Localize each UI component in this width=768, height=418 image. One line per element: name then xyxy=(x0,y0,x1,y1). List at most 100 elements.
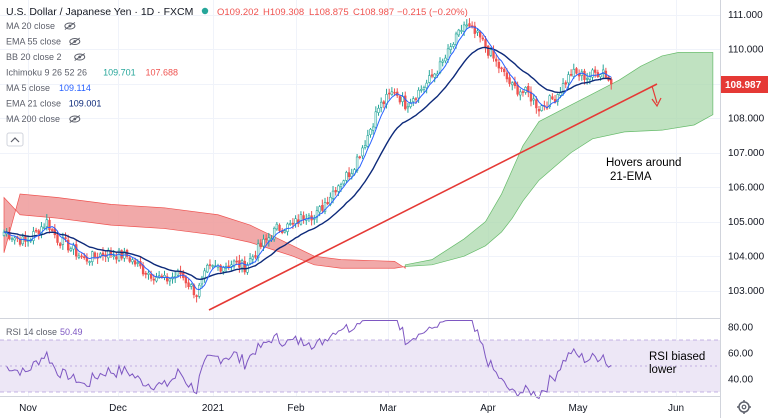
candle xyxy=(494,58,498,62)
legend-label: BB 20 close 2 xyxy=(6,52,62,62)
candle xyxy=(585,78,589,80)
candle xyxy=(259,242,262,248)
eye-outline xyxy=(74,53,86,61)
indicator-legend: MA 20 close EMA 55 close BB 20 close 2 Ichi… xyxy=(6,21,178,124)
symbol-title[interactable]: U.S. Dollar / Japanese Yen · 1D · FXCM xyxy=(6,6,193,18)
candle xyxy=(593,69,597,73)
candle xyxy=(428,75,431,83)
candle xyxy=(115,256,118,260)
legend-value: 109.701 xyxy=(103,68,136,78)
candle xyxy=(382,101,386,105)
legend-label: MA 5 close xyxy=(6,83,50,93)
price-tick-label: 111.000 xyxy=(728,10,763,21)
time-axis[interactable]: Nov Dec 2021 Feb Mar Apr May Jun xyxy=(19,403,684,414)
candle xyxy=(476,30,479,33)
candle xyxy=(452,44,455,47)
legend-row-ema21[interactable]: EMA 21 close 109.001 xyxy=(6,99,101,109)
candle xyxy=(406,106,410,109)
candle xyxy=(165,276,169,282)
candle xyxy=(361,147,364,157)
candle xyxy=(420,89,423,91)
legend-row-ma200[interactable]: MA 200 close xyxy=(6,114,81,124)
candle xyxy=(48,219,51,231)
rsi-axis[interactable]: 80.00 60.00 40.00 xyxy=(728,323,753,386)
candle xyxy=(342,180,345,185)
candle xyxy=(540,105,543,111)
candle xyxy=(414,98,418,100)
candle xyxy=(291,222,295,225)
candle xyxy=(34,229,38,232)
collapse-legend-button[interactable] xyxy=(6,132,24,147)
candle xyxy=(454,33,458,45)
rsi-title: RSI 14 close xyxy=(6,327,57,337)
candle xyxy=(556,94,559,102)
ema-note-line-1[interactable]: Hovers around xyxy=(606,157,681,169)
candle xyxy=(21,236,24,245)
candle xyxy=(505,72,509,80)
candle xyxy=(358,156,361,159)
candle xyxy=(331,190,335,199)
down-arrow-icon xyxy=(651,97,662,108)
legend-label: EMA 55 close xyxy=(6,37,61,47)
candle xyxy=(511,82,514,86)
candle xyxy=(278,224,281,231)
legend-row-ichimoku[interactable]: Ichimoku 9 26 52 26 109.701 107.688 xyxy=(6,68,178,78)
price-axis[interactable]: 111.000110.000109.000108.000107.000106.0… xyxy=(728,10,765,297)
price-tick-label: 107.000 xyxy=(728,148,765,159)
candle xyxy=(433,73,436,78)
candle xyxy=(275,223,279,230)
price-tick-label: 104.000 xyxy=(728,252,765,263)
candle xyxy=(40,226,43,235)
candle xyxy=(133,260,137,265)
candle xyxy=(200,277,204,285)
candle xyxy=(235,260,238,263)
time-tick-label: Apr xyxy=(480,403,496,414)
candle xyxy=(468,23,471,27)
legend-row-ma5[interactable]: MA 5 close 109.114 xyxy=(6,83,91,93)
ohlc-values: O109.202 H109.308 L108.875 C108.987 −0.2… xyxy=(217,7,468,18)
down-arrow-shaft xyxy=(651,85,658,104)
candle xyxy=(187,282,190,288)
ema-21-line[interactable] xyxy=(3,46,612,281)
rsi-tick-label: 80.00 xyxy=(728,323,753,334)
candle xyxy=(83,256,86,259)
legend-label: MA 200 close xyxy=(6,114,60,124)
candle xyxy=(120,250,123,259)
time-tick-label: Jun xyxy=(668,403,684,414)
rsi-note-line-2[interactable]: lower xyxy=(649,364,677,376)
candle xyxy=(289,223,292,225)
candle xyxy=(267,237,271,241)
candle xyxy=(144,272,147,275)
legend-row-ema55[interactable]: EMA 55 close xyxy=(6,37,81,47)
rsi-line[interactable] xyxy=(6,320,612,400)
candle xyxy=(457,29,460,36)
last-price-label: 108.987 xyxy=(720,76,768,93)
eye-hidden-icon[interactable] xyxy=(69,37,81,46)
eye-hidden-icon[interactable] xyxy=(74,53,86,61)
eye-slash xyxy=(74,53,85,61)
candle xyxy=(334,190,337,193)
ohlc-change: −0.215 (−0.20%) xyxy=(397,7,468,18)
rsi-tick-label: 60.00 xyxy=(728,349,753,360)
ma-5-line[interactable] xyxy=(3,26,612,291)
candle xyxy=(254,255,257,258)
ema-note-line-2[interactable]: 21-EMA xyxy=(610,171,652,183)
candle xyxy=(369,129,372,135)
eye-hidden-icon[interactable] xyxy=(64,22,76,30)
ohlc-high: H109.308 xyxy=(263,7,304,18)
trendline[interactable] xyxy=(208,83,658,311)
candle xyxy=(508,77,511,84)
gear-icon[interactable] xyxy=(737,400,751,414)
market-status-icon xyxy=(201,7,209,15)
legend-row-bb[interactable]: BB 20 close 2 xyxy=(6,52,86,62)
candle xyxy=(37,230,40,235)
candle xyxy=(77,255,81,258)
legend-row-ma20[interactable]: MA 20 close xyxy=(6,21,76,31)
eye-hidden-icon[interactable] xyxy=(69,115,81,123)
candle xyxy=(323,202,327,212)
rsi-note-line-1[interactable]: RSI biased xyxy=(649,351,705,363)
candle xyxy=(572,68,575,77)
candle xyxy=(422,87,426,90)
